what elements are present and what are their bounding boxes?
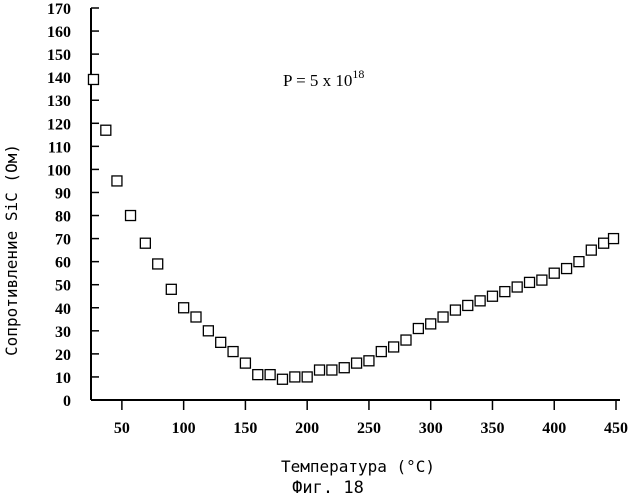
x-tick-label: 450 xyxy=(604,420,628,437)
data-point xyxy=(375,345,387,358)
y-tick-label: 60 xyxy=(55,255,71,272)
data-point xyxy=(276,373,289,385)
data-point xyxy=(301,371,313,383)
x-tick-label: 150 xyxy=(233,420,257,437)
data-point xyxy=(350,357,363,369)
x-tick-label: 50 xyxy=(114,420,130,437)
data-point xyxy=(548,267,560,279)
data-point xyxy=(165,283,177,295)
data-points xyxy=(87,73,620,385)
data-point xyxy=(87,73,100,86)
data-point xyxy=(511,281,523,293)
annotation-exponent: 18 xyxy=(352,67,364,81)
data-point xyxy=(412,322,425,335)
data-point xyxy=(100,124,112,136)
data-point xyxy=(607,232,620,245)
ticks: 0 10 20 30 40 50 60 70 80 90 100 110 120 130 140 150 160… xyxy=(47,1,628,437)
x-tick-label: 300 xyxy=(419,420,443,437)
y-tick-label: 90 xyxy=(55,185,71,202)
data-point xyxy=(289,371,301,383)
data-point xyxy=(585,244,597,256)
data-point xyxy=(560,262,573,275)
x-tick-label: 100 xyxy=(172,420,196,437)
x-tick-label: 400 xyxy=(542,420,566,437)
data-point xyxy=(202,325,215,337)
data-point xyxy=(486,290,499,302)
data-point xyxy=(177,302,190,314)
y-axis-label: Сопротивление SiC (Ом) xyxy=(2,144,21,356)
data-point xyxy=(597,237,610,249)
data-point xyxy=(425,318,437,330)
data-point xyxy=(264,368,276,381)
data-point xyxy=(111,175,123,187)
y-tick-label: 80 xyxy=(55,209,71,226)
y-tick-label: 70 xyxy=(55,232,71,249)
data-point xyxy=(400,334,412,346)
y-tick-label: 20 xyxy=(55,347,71,364)
y-tick-label: 160 xyxy=(47,24,71,41)
data-point xyxy=(474,295,486,307)
y-tick-label: 170 xyxy=(47,1,71,18)
data-point xyxy=(462,299,474,312)
data-point xyxy=(387,341,400,353)
data-point xyxy=(139,237,152,249)
figure-caption: Фиг. 18 xyxy=(292,478,364,498)
y-tick-label: 120 xyxy=(47,116,71,133)
data-point xyxy=(523,276,536,289)
data-point xyxy=(190,311,202,323)
annotation: P = 5 x 1018 xyxy=(283,67,364,90)
x-axis-label: Температура (°C) xyxy=(281,457,435,476)
y-tick-label: 0 xyxy=(63,393,71,410)
data-point xyxy=(313,364,326,376)
data-point xyxy=(227,345,239,358)
data-point xyxy=(152,258,164,270)
data-point xyxy=(338,362,350,374)
x-tick-label: 350 xyxy=(480,420,504,437)
data-point xyxy=(252,368,264,381)
data-point xyxy=(573,255,585,268)
y-tick-label: 130 xyxy=(47,93,71,110)
data-point xyxy=(124,209,137,222)
y-tick-label: 10 xyxy=(55,370,71,387)
y-tick-label: 150 xyxy=(47,47,71,64)
data-point xyxy=(215,336,227,349)
x-tick-label: 200 xyxy=(295,420,319,437)
y-tick-label: 110 xyxy=(48,139,71,156)
y-tick-label: 40 xyxy=(55,301,71,318)
data-point xyxy=(326,364,338,376)
y-tick-label: 50 xyxy=(55,278,71,295)
data-point xyxy=(239,357,252,369)
y-tick-label: 30 xyxy=(55,324,71,341)
y-tick-label: 100 xyxy=(47,162,71,179)
data-point xyxy=(536,274,548,286)
data-point xyxy=(363,355,375,367)
data-point xyxy=(499,285,511,298)
data-point xyxy=(449,304,462,316)
y-tick-label: 140 xyxy=(47,70,71,87)
data-point xyxy=(437,311,449,323)
x-tick-label: 250 xyxy=(357,420,381,437)
axes xyxy=(90,8,620,401)
